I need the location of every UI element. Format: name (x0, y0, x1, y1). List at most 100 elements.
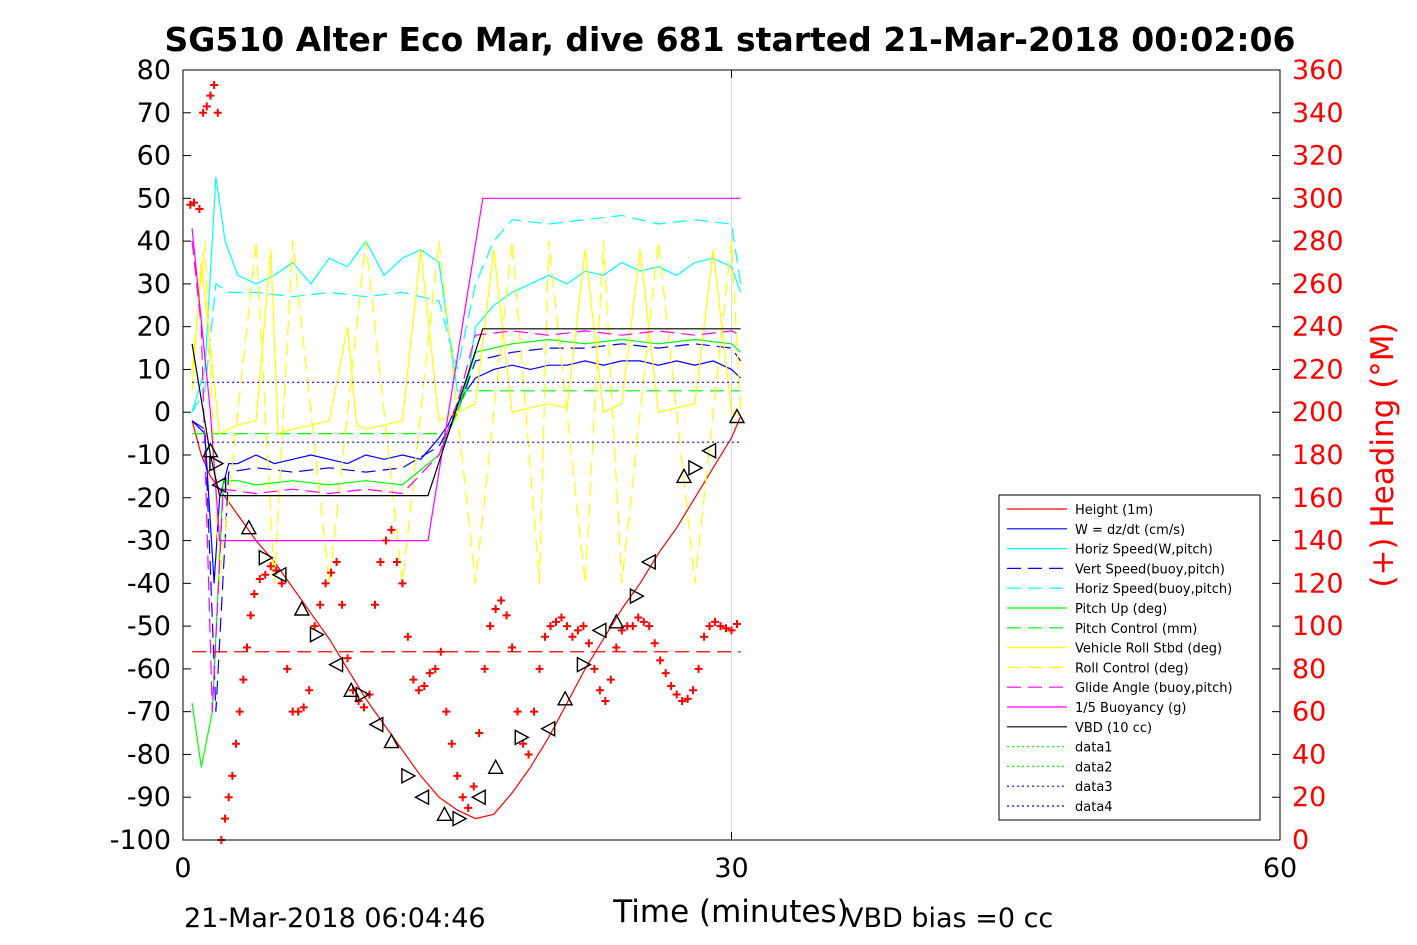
heading-point (224, 793, 233, 802)
heading-point (370, 600, 379, 609)
legend-entry: Roll Control (deg) (1075, 661, 1189, 676)
x-tick-label: 60 (1263, 853, 1297, 884)
series-line-11 (191, 328, 741, 497)
legend-entry: VBD (10 cc) (1075, 721, 1152, 736)
heading-point (242, 643, 251, 652)
dive-marker (258, 549, 274, 566)
right-axis: 3603403203002802602402202001801601401201… (1272, 55, 1344, 856)
heading-point (447, 739, 456, 748)
heading-point (294, 707, 303, 716)
heading-point (420, 682, 429, 690)
dive-marker (436, 805, 453, 822)
heading-point (612, 643, 621, 652)
dive-marker (728, 408, 746, 424)
y-tick-label: -20 (127, 483, 171, 514)
series-line-0 (191, 416, 742, 820)
series-line-3 (191, 343, 742, 712)
heading-point (502, 611, 511, 620)
heading-point (541, 632, 550, 641)
y-tick-label: 50 (137, 183, 171, 214)
y2-tick-label: 120 (1292, 568, 1344, 599)
y-tick-label: 20 (137, 312, 171, 343)
heading-layer (186, 80, 741, 844)
heading-point (722, 624, 731, 633)
legend-entry: W = dz/dt (cm/s) (1075, 523, 1185, 538)
footer-vbd-bias: VBD bias =0 cc (845, 903, 1053, 934)
dive-marker (209, 455, 225, 472)
dive-marker (211, 476, 227, 494)
heading-point (414, 686, 423, 695)
heading-point (524, 750, 533, 759)
heading-point (672, 690, 681, 699)
heading-point (486, 622, 495, 631)
y2-tick-label: 300 (1292, 183, 1344, 214)
heading-point (398, 579, 407, 588)
x-axis: 0 30 60 (174, 70, 1297, 884)
y2-tick-label: 240 (1292, 312, 1344, 343)
y-tick-label: 70 (137, 98, 171, 129)
heading-point (661, 669, 670, 678)
heading-point (266, 562, 275, 571)
heading-point (360, 703, 369, 712)
dive-marker (240, 519, 257, 535)
heading-point (239, 675, 248, 684)
heading-point (584, 639, 593, 648)
dive-marker (540, 720, 556, 737)
y-tick-label: 30 (137, 269, 171, 300)
heading-point (202, 102, 211, 111)
dive-marker (487, 758, 504, 774)
heading-point (656, 656, 665, 665)
heading-point (551, 617, 560, 626)
heading-point (210, 80, 219, 89)
y-tick-label: -80 (127, 739, 171, 770)
legend-entry: Height (1m) (1075, 503, 1153, 518)
heading-point (255, 575, 264, 584)
heading-point (409, 675, 418, 684)
heading-point (513, 707, 522, 716)
y2-tick-label: 340 (1292, 98, 1344, 129)
heading-point (689, 686, 698, 695)
heading-point (392, 557, 401, 566)
legend-entry: Horiz Speed(buoy,pitch) (1075, 582, 1232, 597)
y2-tick-label: 320 (1292, 141, 1344, 172)
heading-point (497, 596, 506, 605)
heading-point (700, 632, 709, 641)
heading-point (283, 664, 292, 673)
heading-point (305, 686, 314, 695)
heading-point (299, 703, 308, 712)
heading-point (727, 626, 736, 635)
heading-point (601, 696, 610, 705)
dive-marker (343, 681, 360, 697)
heading-point (579, 622, 588, 631)
heading-point (535, 664, 544, 673)
heading-point (250, 590, 259, 599)
x-axis-label: Time (minutes) (612, 894, 848, 930)
heading-point (480, 664, 489, 673)
marker-layer (202, 408, 746, 827)
y2-tick-label: 100 (1292, 611, 1344, 642)
y2-tick-label: 20 (1292, 782, 1326, 813)
series-line-10 (191, 197, 741, 542)
heading-point (732, 619, 741, 628)
heading-point (453, 771, 462, 780)
heading-point (189, 198, 198, 207)
heading-point (508, 643, 517, 652)
legend-entry: Vert Speed(buoy,pitch) (1075, 562, 1225, 577)
heading-point (568, 632, 577, 641)
y2-tick-label: 280 (1292, 226, 1344, 257)
legend-entry: data4 (1075, 800, 1113, 815)
dive-marker (383, 733, 400, 749)
y2-tick-label: 80 (1292, 654, 1326, 685)
heading-point (213, 108, 222, 117)
heading-point (387, 525, 396, 534)
y2-tick-label: 60 (1292, 697, 1326, 728)
footer-timestamp: 21-Mar-2018 06:04:46 (184, 903, 486, 934)
legend: Height (1m) W = dz/dt (cm/s) Horiz Speed(W… (998, 494, 1261, 821)
x-tick-label: 0 (174, 853, 191, 884)
heading-point (327, 568, 336, 577)
y-tick-label: 80 (137, 55, 171, 86)
dive-marker (701, 442, 717, 459)
dive-marker (556, 690, 574, 706)
heading-point (458, 793, 467, 802)
